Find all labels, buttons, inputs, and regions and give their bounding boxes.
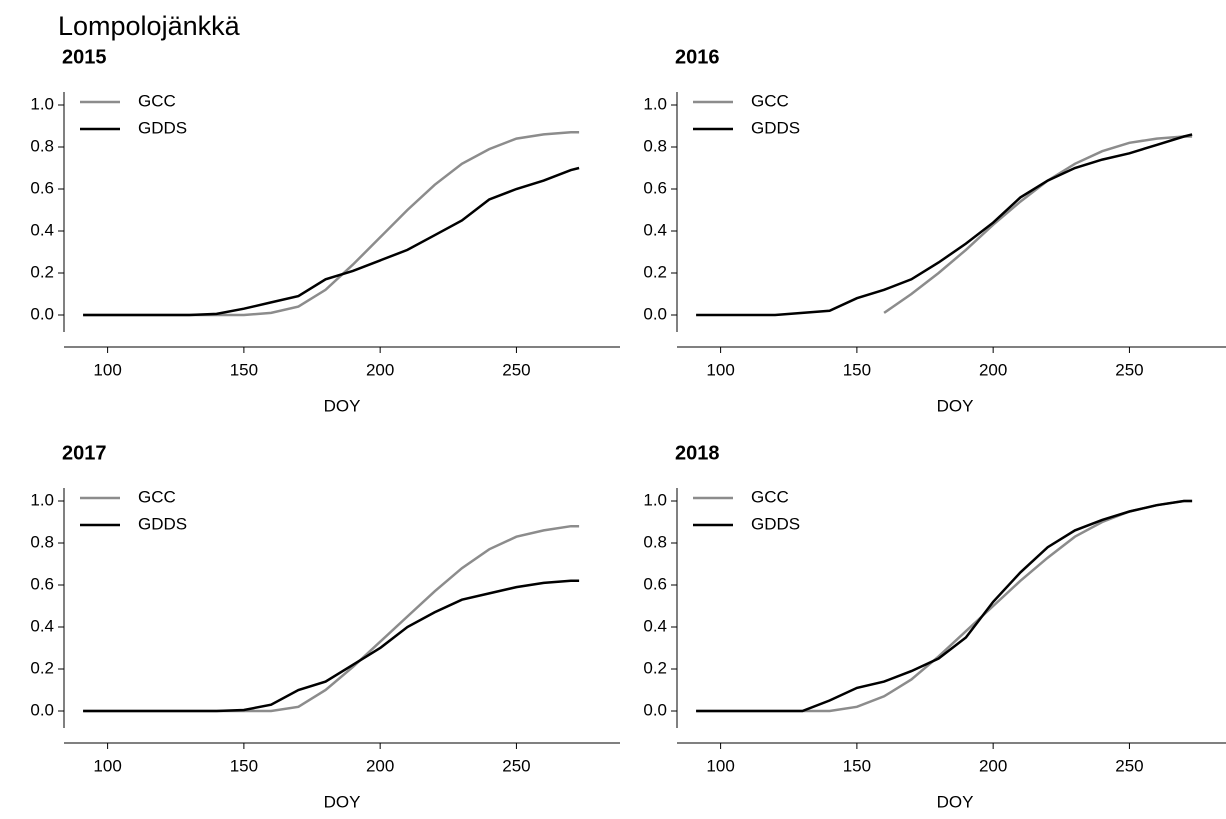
y-tick-label: 0.4: [643, 616, 667, 635]
y-tick-label: 0.0: [643, 700, 667, 719]
x-tick-label: 200: [979, 756, 1007, 775]
legend-label: GDDS: [138, 514, 187, 533]
x-tick-label: 250: [1115, 360, 1143, 379]
x-tick-label: 100: [93, 756, 121, 775]
y-tick-label: 0.2: [643, 262, 667, 281]
panel-title: 2016: [675, 46, 720, 68]
x-tick-label: 100: [706, 756, 734, 775]
y-tick-label: 1.0: [30, 94, 54, 113]
series-line: [696, 499, 1193, 713]
x-tick-label: 200: [366, 756, 394, 775]
y-tick-label: 0.8: [643, 532, 667, 551]
legend-label: GCC: [138, 91, 176, 110]
panel-title: 2018: [675, 442, 720, 464]
y-tick-label: 0.6: [30, 178, 54, 197]
x-tick-label: 150: [843, 756, 871, 775]
legend-label: GDDS: [751, 514, 800, 533]
x-tick-label: 150: [230, 360, 258, 379]
y-tick-label: 0.2: [30, 658, 54, 677]
y-tick-label: 1.0: [30, 490, 54, 509]
series-line: [696, 133, 1193, 317]
series-line: [83, 166, 580, 317]
y-tick-label: 0.6: [30, 574, 54, 593]
legend-label: GCC: [138, 487, 176, 506]
y-tick-label: 0.8: [30, 532, 54, 551]
x-tick-label: 100: [93, 360, 121, 379]
x-axis-label: DOY: [937, 396, 974, 415]
legend-label: GCC: [751, 487, 789, 506]
legend-label: GCC: [751, 91, 789, 110]
y-tick-label: 0.2: [30, 262, 54, 281]
y-tick-label: 0.4: [643, 220, 667, 239]
series-line: [883, 135, 1193, 314]
y-tick-label: 0.4: [30, 220, 54, 239]
x-tick-label: 150: [843, 360, 871, 379]
x-tick-label: 250: [502, 360, 530, 379]
y-tick-label: 0.0: [30, 304, 54, 323]
x-tick-label: 250: [502, 756, 530, 775]
y-tick-label: 0.6: [643, 178, 667, 197]
y-tick-label: 0.2: [643, 658, 667, 677]
y-tick-label: 0.8: [643, 136, 667, 155]
x-tick-label: 200: [979, 360, 1007, 379]
y-tick-label: 0.4: [30, 616, 54, 635]
panel-title: 2017: [62, 442, 107, 464]
legend-label: GDDS: [138, 118, 187, 137]
series-line: [83, 524, 580, 713]
x-tick-label: 100: [706, 360, 734, 379]
x-tick-label: 150: [230, 756, 258, 775]
series-line: [83, 131, 580, 317]
y-tick-label: 1.0: [643, 94, 667, 113]
x-axis-label: DOY: [937, 792, 974, 811]
x-tick-label: 250: [1115, 756, 1143, 775]
x-tick-label: 200: [366, 360, 394, 379]
x-axis-label: DOY: [324, 396, 361, 415]
y-tick-label: 0.0: [643, 304, 667, 323]
y-tick-label: 0.8: [30, 136, 54, 155]
y-tick-label: 0.0: [30, 700, 54, 719]
x-axis-label: DOY: [324, 792, 361, 811]
legend-label: GDDS: [751, 118, 800, 137]
figure-title: Lompolojänkkä: [58, 11, 241, 41]
y-tick-label: 0.6: [643, 574, 667, 593]
y-tick-label: 1.0: [643, 490, 667, 509]
panel-title: 2015: [62, 46, 107, 68]
series-line: [83, 579, 580, 713]
